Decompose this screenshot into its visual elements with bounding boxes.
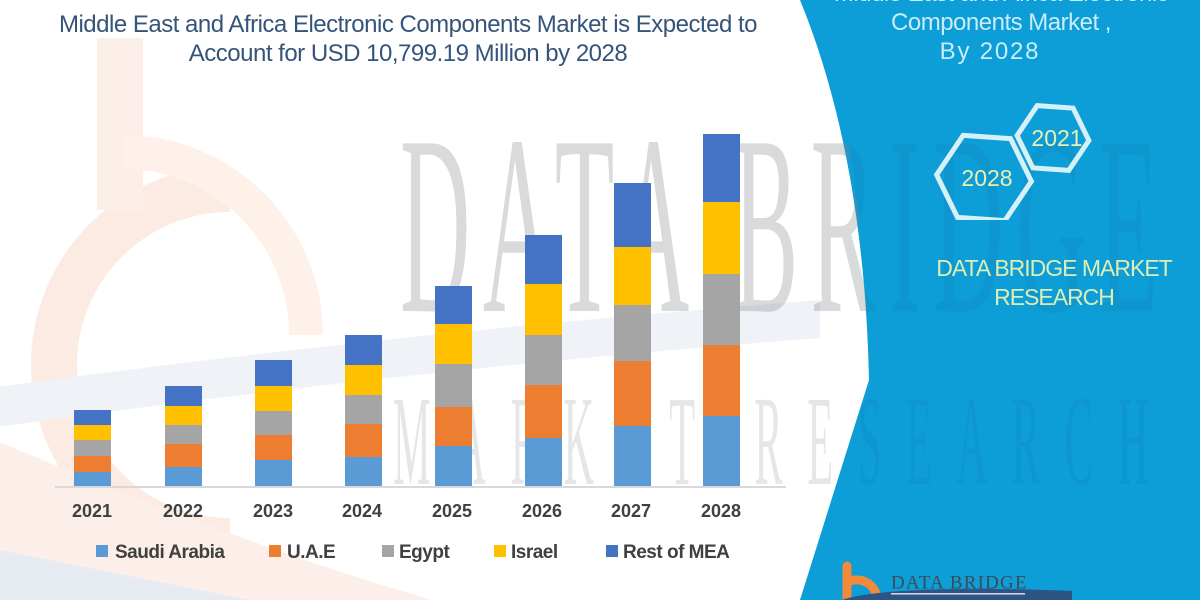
svg-text:2021: 2021	[1031, 125, 1082, 151]
svg-text:MARKET RESEARCH: MARKET RESEARCH	[892, 598, 1072, 600]
svg-text:2028: 2028	[961, 165, 1012, 191]
svg-text:DATA BRIDGE: DATA BRIDGE	[891, 573, 1028, 594]
